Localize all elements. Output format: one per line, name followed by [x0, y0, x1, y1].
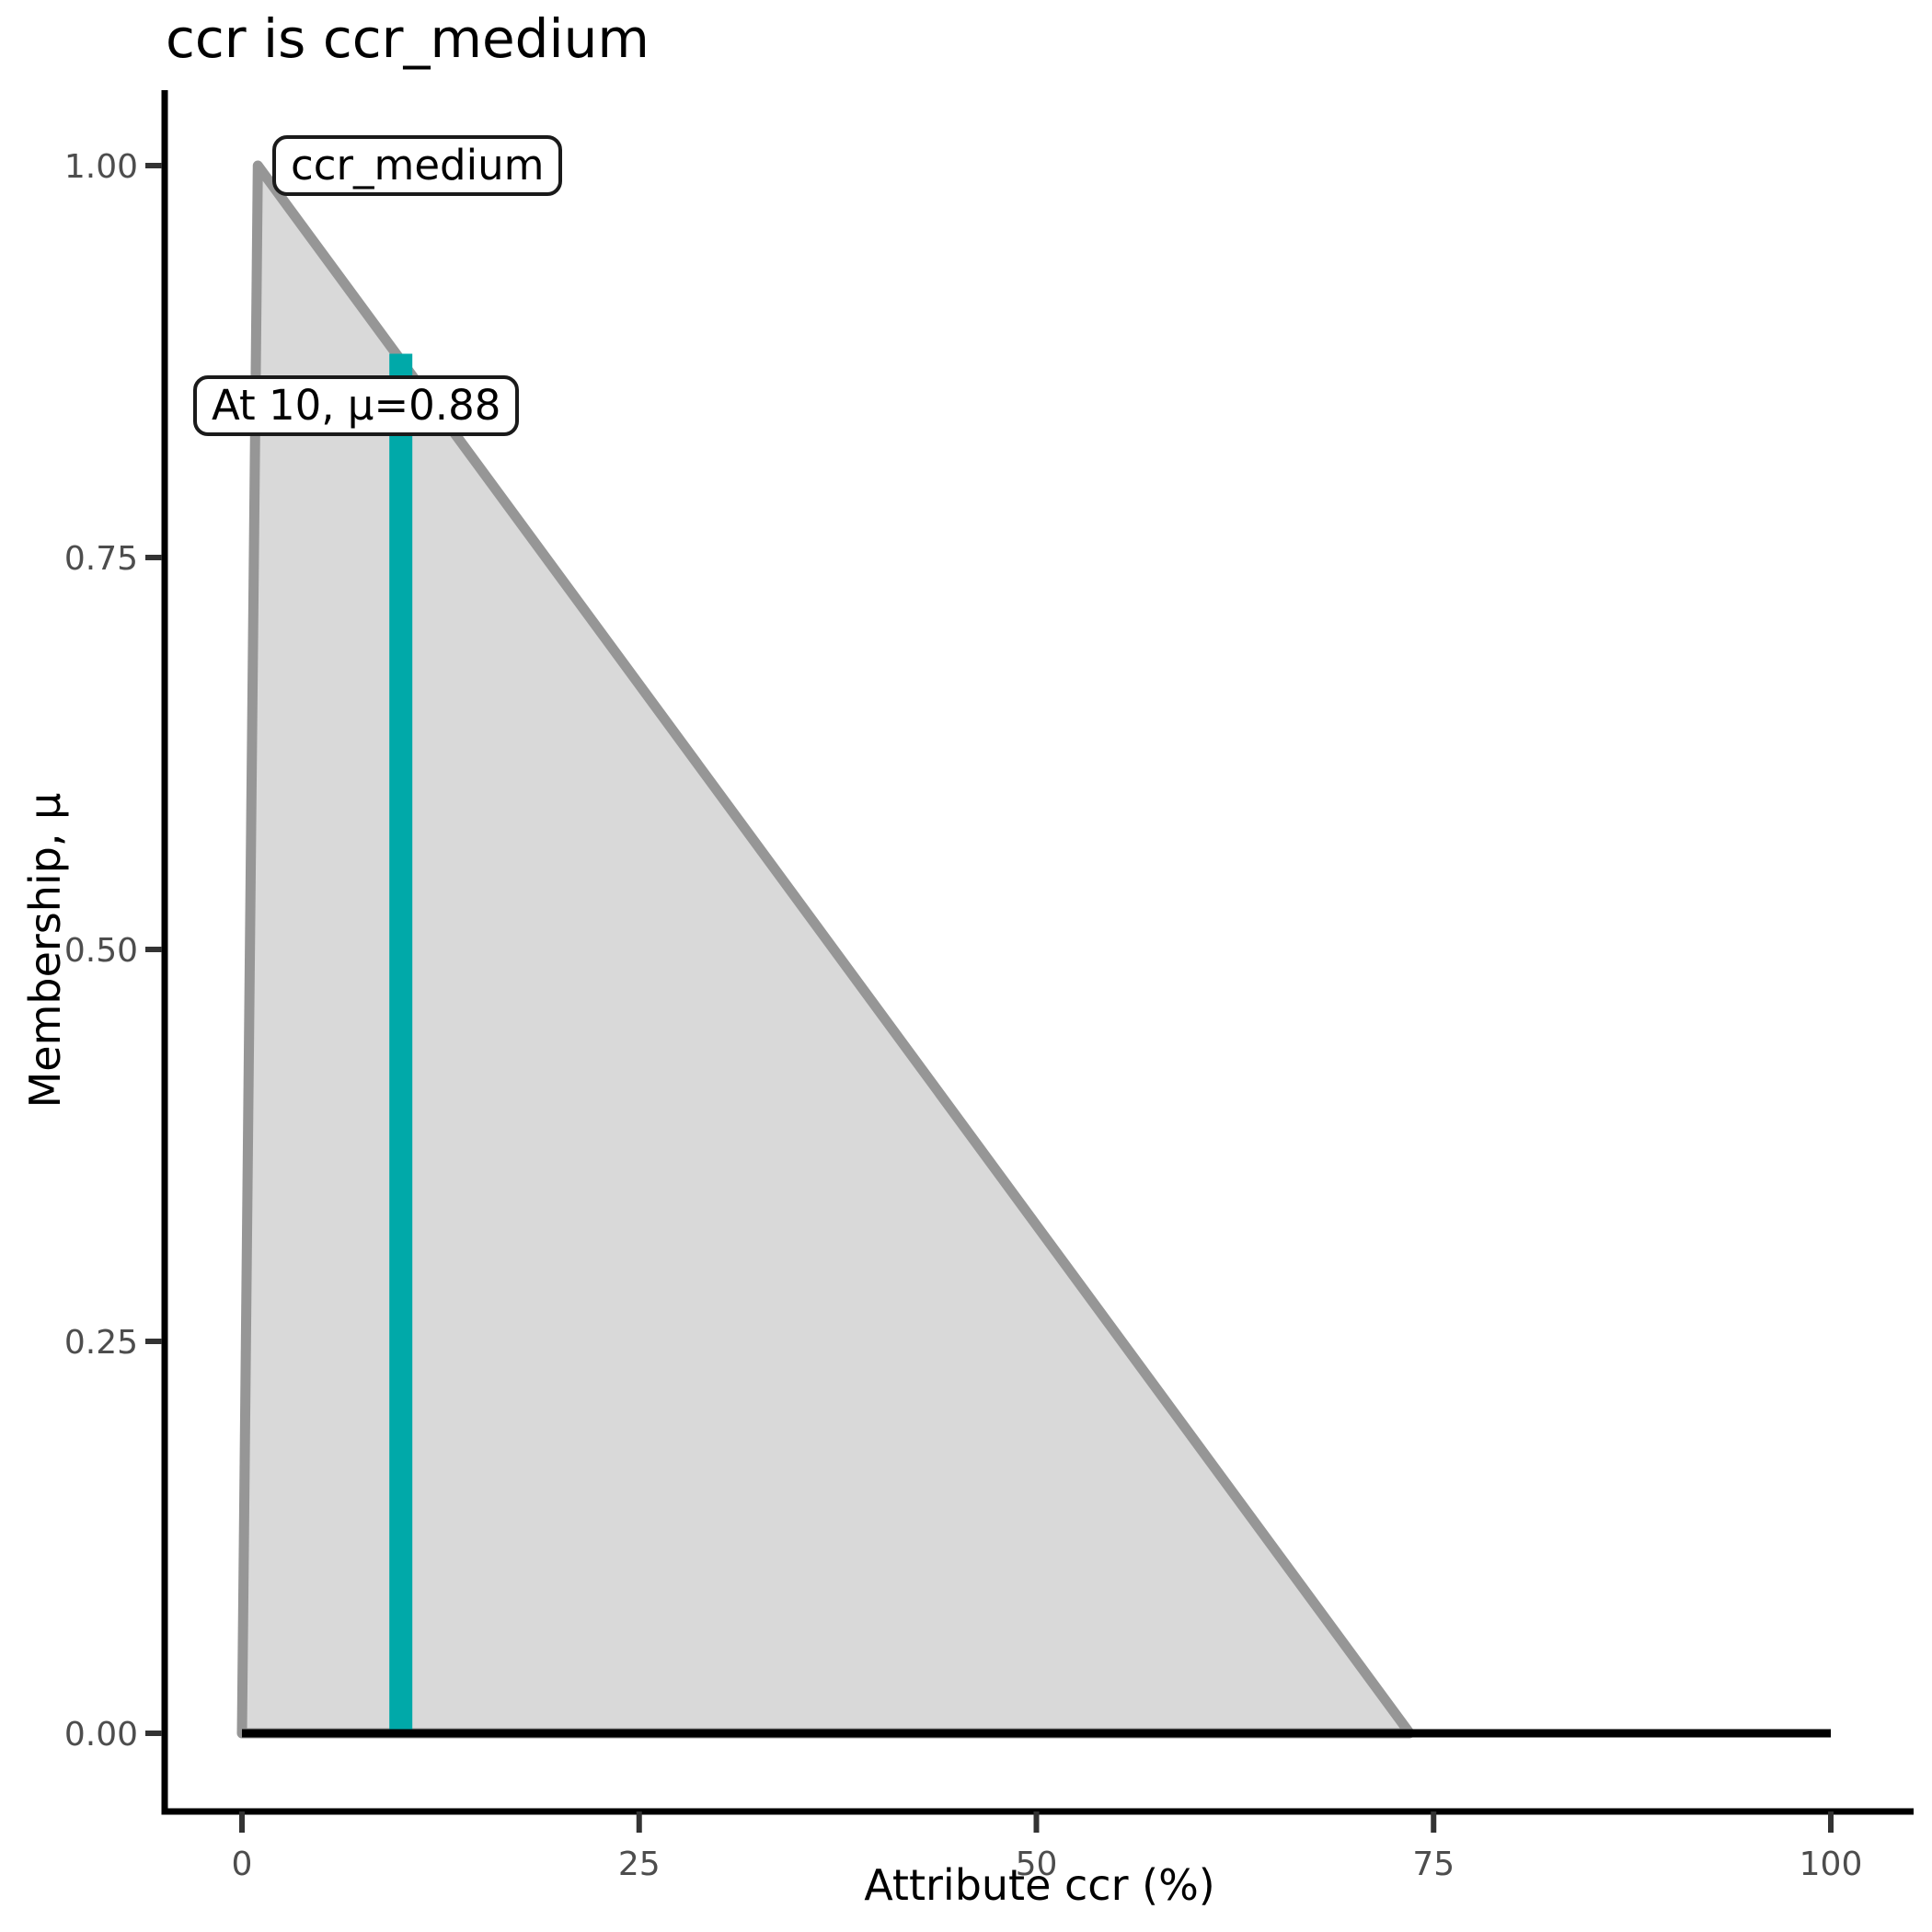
- y-axis-ticks: 0.00 0.25 0.50 0.75 1.00: [64, 148, 162, 1754]
- tick-label: 0.00: [64, 1716, 138, 1754]
- chart-title: ccr is ccr_medium: [166, 7, 650, 70]
- x-axis-ticks: 0 25 50 75 100: [232, 1811, 1863, 1883]
- tick-label: 0.50: [64, 932, 138, 970]
- tick-label: 25: [618, 1846, 661, 1883]
- highlight-value-label: At 10, μ=0.88: [193, 375, 520, 436]
- tick-label: 75: [1412, 1846, 1455, 1883]
- tick-label: 50: [1016, 1846, 1058, 1883]
- x-axis-title: Attribute ccr (%): [864, 1860, 1215, 1910]
- tick-label: 0.75: [64, 540, 138, 578]
- y-axis-title: Membership, μ: [20, 792, 70, 1109]
- tick-label: 100: [1800, 1846, 1863, 1883]
- tick-label: 0: [232, 1846, 253, 1883]
- tick-label: 1.00: [64, 148, 138, 186]
- tick-label: 0.25: [64, 1324, 138, 1362]
- set-name-label: ccr_medium: [272, 135, 563, 196]
